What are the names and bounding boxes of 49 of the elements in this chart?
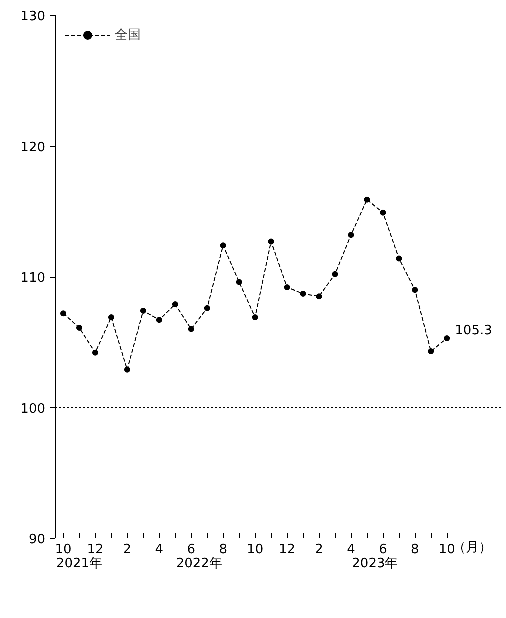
- y-tick-label: 100: [20, 402, 46, 417]
- x-tick-label: 6: [379, 542, 388, 558]
- point: [140, 308, 146, 314]
- x-tick-label: 10: [438, 542, 456, 558]
- x-tick-label: 8: [411, 542, 420, 558]
- point: [300, 291, 306, 297]
- x-tick-label: 4: [155, 542, 164, 558]
- point: [396, 256, 402, 262]
- point: [172, 301, 178, 308]
- text: 2022年: [176, 556, 222, 572]
- y-tick-label: 110: [20, 271, 46, 286]
- text: 2021年: [56, 556, 103, 572]
- point: [92, 350, 98, 356]
- point: [348, 232, 354, 238]
- point: [76, 324, 82, 331]
- point: [316, 294, 322, 300]
- legend-label: 全国: [115, 27, 141, 44]
- x-tick-label: 8: [219, 542, 228, 558]
- point: [220, 242, 226, 249]
- point: [284, 284, 290, 290]
- point: [236, 279, 242, 286]
- x-tick-label: 4: [347, 542, 356, 558]
- point: [156, 317, 162, 324]
- point: [124, 366, 130, 373]
- x-tick-label: 2: [123, 542, 132, 558]
- text: 2023年: [352, 556, 398, 572]
- point: [380, 210, 386, 216]
- x-tick-label: 12: [279, 542, 296, 558]
- point: [188, 326, 194, 332]
- data-label: 105.3: [455, 323, 492, 338]
- y-tick-label: 90: [28, 532, 46, 548]
- point: [108, 314, 114, 321]
- y-tick-label: 120: [20, 140, 46, 156]
- point: [268, 238, 274, 245]
- x-tick-label: 6: [187, 542, 196, 558]
- x-axis-title: （月）: [453, 540, 492, 556]
- point: [444, 335, 450, 342]
- point: [332, 271, 338, 278]
- point: [412, 287, 418, 294]
- x-tick-label: 12: [87, 542, 104, 558]
- point: [252, 314, 258, 321]
- point: [204, 305, 210, 312]
- y-tick-label: 130: [20, 10, 46, 24]
- point: [364, 196, 370, 203]
- x-tick-label: 2: [315, 542, 324, 558]
- point: [60, 310, 66, 317]
- point: [428, 348, 434, 355]
- x-tick-label: 10: [55, 542, 72, 558]
- x-tick-label: 10: [247, 542, 264, 558]
